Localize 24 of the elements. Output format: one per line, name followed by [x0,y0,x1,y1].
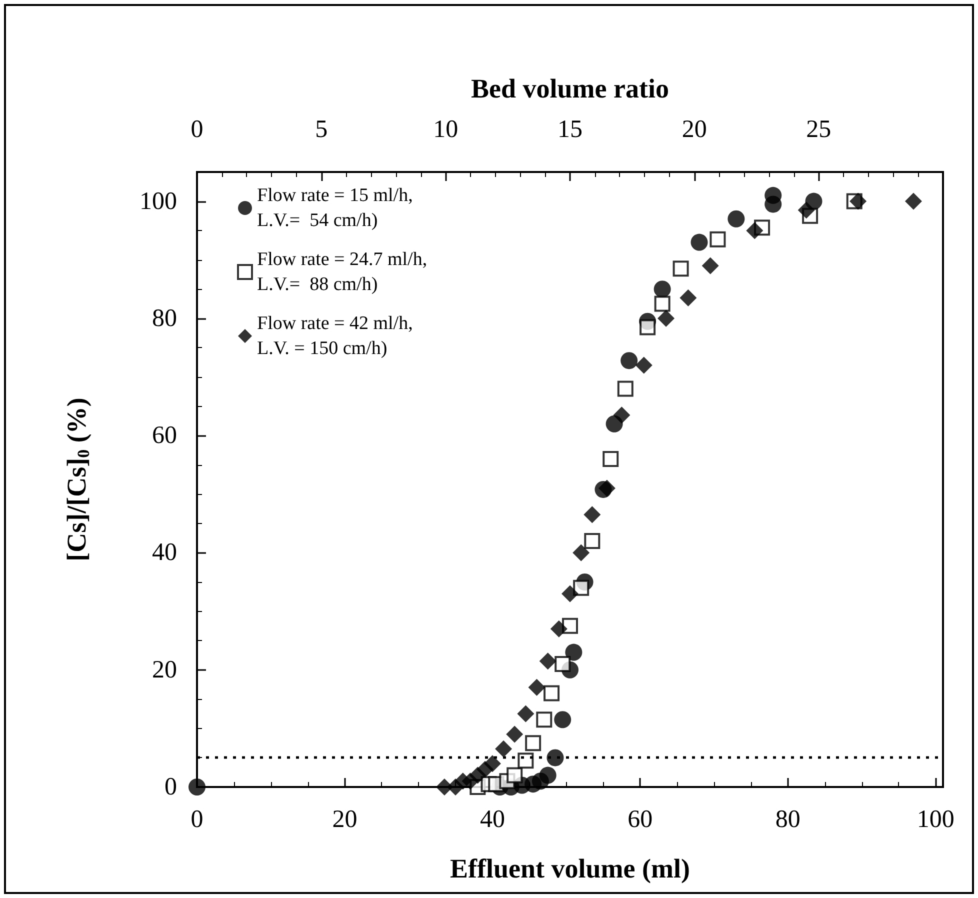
x2-tick-label: 0 [190,116,204,143]
y-tick-label: 100 [140,188,177,215]
legend-label: Flow rate = 15 ml/h, L.V.= 54 cm/h) [257,185,413,231]
y-tick-label: 20 [152,656,177,684]
y-axis-title: [Cs]/[Cs]0 (%) [62,398,93,562]
x-tick-label: 60 [628,806,653,833]
x2-axis-title: Bed volume ratio [471,74,669,104]
legend-label: Flow rate = 24.7 ml/h, L.V.= 88 cm/h) [257,249,428,295]
y-tick-label: 60 [152,422,177,450]
y-tick-label: 40 [152,539,177,566]
x2-tick-label: 20 [682,116,707,143]
x-axis-title: Effluent volume (ml) [450,854,690,884]
x-tick-label: 40 [480,806,505,833]
x-tick-label: 100 [916,806,954,833]
y-tick-label: 80 [152,304,177,332]
y-tick-label: 0 [164,774,177,800]
x-tick-label: 80 [775,806,800,833]
x-tick-label: 0 [190,806,204,833]
x2-tick-label: 10 [433,116,458,143]
x2-tick-label: 15 [558,116,582,143]
legend-label: Flow rate = 42 ml/h, L.V. = 150 cm/h) [257,313,413,359]
x-tick-label: 20 [332,806,358,833]
x2-tick-label: 5 [315,116,328,143]
x2-tick-label: 25 [806,116,832,143]
